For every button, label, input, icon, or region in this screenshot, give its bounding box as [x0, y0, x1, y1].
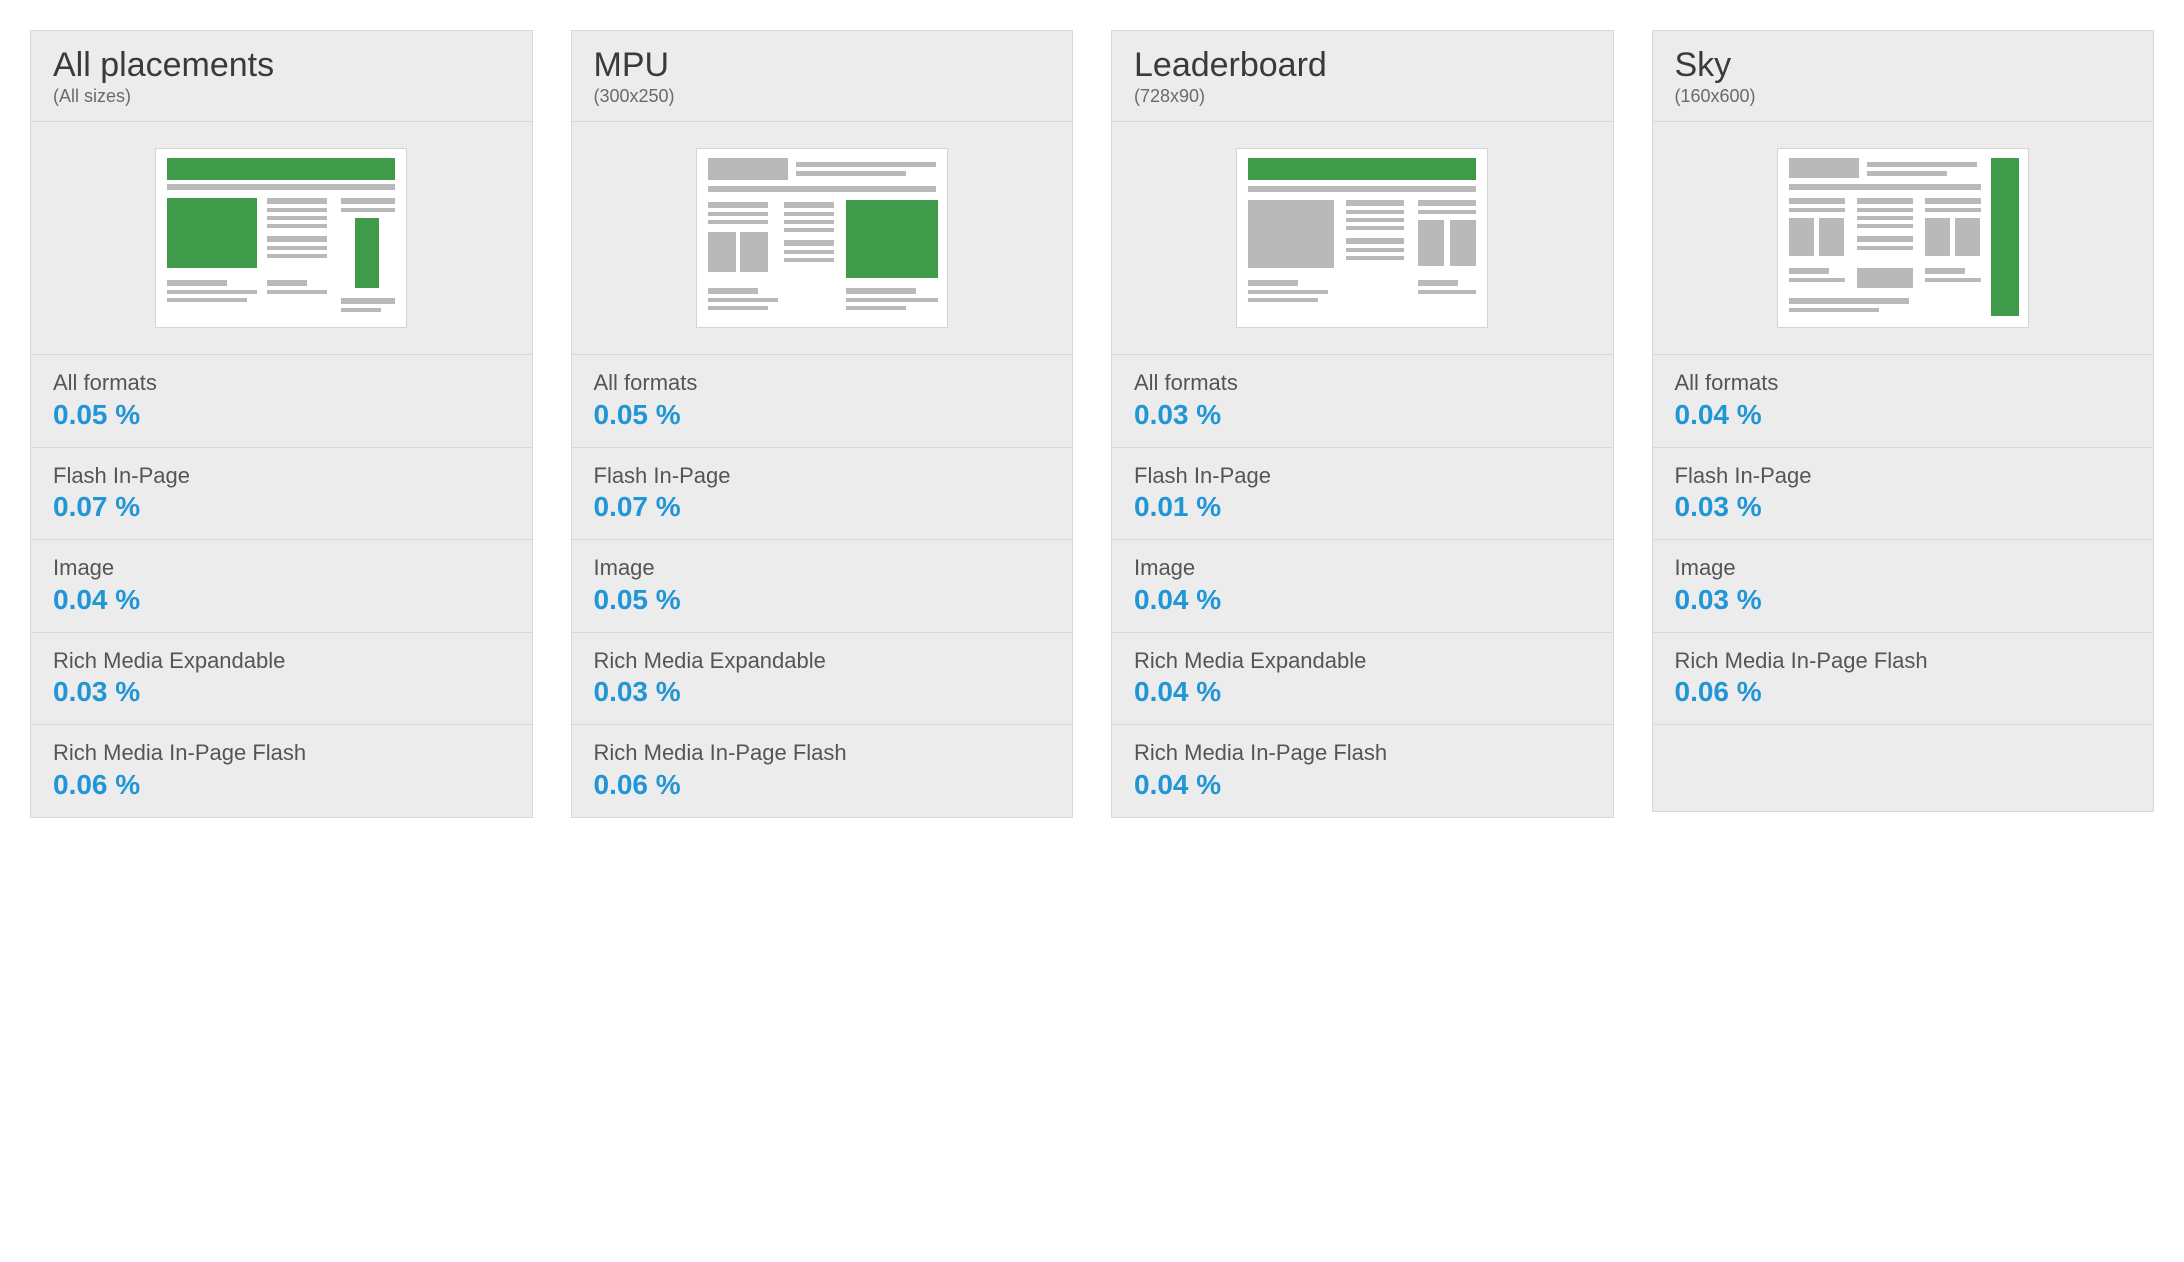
metric-row: Rich Media In-Page Flash 0.06 %	[31, 725, 532, 817]
metric-value: 0.05 %	[53, 399, 510, 431]
metric-value: 0.06 %	[1675, 676, 2132, 708]
metric-value: 0.03 %	[53, 676, 510, 708]
metric-value: 0.03 %	[1675, 491, 2132, 523]
metric-row: Flash In-Page 0.03 %	[1653, 448, 2154, 541]
metric-label: Rich Media Expandable	[594, 647, 1051, 675]
card-title: MPU	[594, 47, 1051, 84]
metric-label: Flash In-Page	[1134, 462, 1591, 490]
card-header: All placements (All sizes)	[31, 31, 532, 122]
metric-row: All formats 0.05 %	[572, 355, 1073, 448]
layout-preview-icon	[696, 148, 948, 328]
metric-row: Rich Media Expandable 0.04 %	[1112, 633, 1613, 726]
metric-label: Rich Media Expandable	[53, 647, 510, 675]
layout-preview-icon	[1236, 148, 1488, 328]
card-mpu: MPU (300x250)	[571, 30, 1074, 818]
metric-value: 0.05 %	[594, 584, 1051, 616]
metric-value: 0.03 %	[1675, 584, 2132, 616]
metric-row-empty	[1653, 725, 2154, 811]
card-subtitle: (160x600)	[1675, 86, 2132, 107]
metric-value: 0.07 %	[594, 491, 1051, 523]
metric-label: Image	[594, 554, 1051, 582]
metric-row: Rich Media In-Page Flash 0.06 %	[1653, 633, 2154, 726]
metric-value: 0.03 %	[1134, 399, 1591, 431]
metric-label: Flash In-Page	[53, 462, 510, 490]
metric-label: Image	[1675, 554, 2132, 582]
card-subtitle: (All sizes)	[53, 86, 510, 107]
metric-label: Flash In-Page	[594, 462, 1051, 490]
card-title: All placements	[53, 47, 510, 84]
metric-row: All formats 0.05 %	[31, 355, 532, 448]
metric-label: All formats	[594, 369, 1051, 397]
metric-row: Rich Media Expandable 0.03 %	[31, 633, 532, 726]
metric-value: 0.04 %	[53, 584, 510, 616]
metric-value: 0.04 %	[1134, 769, 1591, 801]
metric-value: 0.07 %	[53, 491, 510, 523]
layout-preview-icon	[1777, 148, 2029, 328]
metric-row: Flash In-Page 0.07 %	[31, 448, 532, 541]
metric-label: Image	[1134, 554, 1591, 582]
metric-value: 0.06 %	[53, 769, 510, 801]
metric-row: Flash In-Page 0.01 %	[1112, 448, 1613, 541]
metric-label: Image	[53, 554, 510, 582]
metric-value: 0.05 %	[594, 399, 1051, 431]
metric-value: 0.03 %	[594, 676, 1051, 708]
layout-preview-leaderboard	[1112, 122, 1613, 355]
metric-row: Image 0.03 %	[1653, 540, 2154, 633]
layout-preview-mpu	[572, 122, 1073, 355]
metric-row: Image 0.04 %	[31, 540, 532, 633]
metric-label: All formats	[1134, 369, 1591, 397]
metric-label: Rich Media Expandable	[1134, 647, 1591, 675]
metric-label: All formats	[1675, 369, 2132, 397]
metric-value: 0.06 %	[594, 769, 1051, 801]
metric-label: Flash In-Page	[1675, 462, 2132, 490]
metric-row: Flash In-Page 0.07 %	[572, 448, 1073, 541]
metric-value: 0.04 %	[1134, 676, 1591, 708]
card-subtitle: (300x250)	[594, 86, 1051, 107]
metric-value: 0.04 %	[1675, 399, 2132, 431]
metric-value: 0.04 %	[1134, 584, 1591, 616]
card-header: Sky (160x600)	[1653, 31, 2154, 122]
metric-row: All formats 0.03 %	[1112, 355, 1613, 448]
metric-row: All formats 0.04 %	[1653, 355, 2154, 448]
card-sky: Sky (160x600)	[1652, 30, 2155, 812]
metric-label: All formats	[53, 369, 510, 397]
metric-row: Rich Media In-Page Flash 0.04 %	[1112, 725, 1613, 817]
metric-label: Rich Media In-Page Flash	[53, 739, 510, 767]
metric-row: Rich Media In-Page Flash 0.06 %	[572, 725, 1073, 817]
layout-preview-all	[31, 122, 532, 355]
placements-grid: All placements (All sizes)	[30, 30, 2154, 818]
card-header: Leaderboard (728x90)	[1112, 31, 1613, 122]
card-subtitle: (728x90)	[1134, 86, 1591, 107]
layout-preview-icon	[155, 148, 407, 328]
layout-preview-sky	[1653, 122, 2154, 355]
metric-row: Image 0.05 %	[572, 540, 1073, 633]
metric-row: Image 0.04 %	[1112, 540, 1613, 633]
metric-value: 0.01 %	[1134, 491, 1591, 523]
card-title: Leaderboard	[1134, 47, 1591, 84]
metric-label: Rich Media In-Page Flash	[594, 739, 1051, 767]
metric-label: Rich Media In-Page Flash	[1134, 739, 1591, 767]
metric-label: Rich Media In-Page Flash	[1675, 647, 2132, 675]
card-all-placements: All placements (All sizes)	[30, 30, 533, 818]
metric-row: Rich Media Expandable 0.03 %	[572, 633, 1073, 726]
card-leaderboard: Leaderboard (728x90)	[1111, 30, 1614, 818]
card-title: Sky	[1675, 47, 2132, 84]
card-header: MPU (300x250)	[572, 31, 1073, 122]
